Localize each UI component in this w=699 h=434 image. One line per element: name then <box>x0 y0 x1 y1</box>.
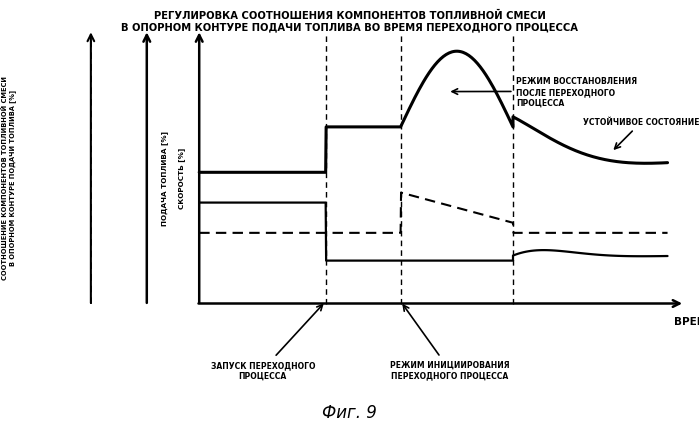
Text: УСТОЙЧИВОЕ СОСТОЯНИЕ: УСТОЙЧИВОЕ СОСТОЯНИЕ <box>583 118 699 149</box>
Text: ВРЕМЯ: ВРЕМЯ <box>674 316 699 326</box>
Text: СКОРОСТЬ [%]: СКОРОСТЬ [%] <box>178 148 185 208</box>
Text: РЕГУЛИРОВКА СООТНОШЕНИЯ КОМПОНЕНТОВ ТОПЛИВНОЙ СМЕСИ
В ОПОРНОМ КОНТУРЕ ПОДАЧИ ТОП: РЕГУЛИРОВКА СООТНОШЕНИЯ КОМПОНЕНТОВ ТОПЛ… <box>121 11 578 33</box>
Text: РЕЖИМ ВОССТАНОВЛЕНИЯ
ПОСЛЕ ПЕРЕХОДНОГО
ПРОЦЕССА: РЕЖИМ ВОССТАНОВЛЕНИЯ ПОСЛЕ ПЕРЕХОДНОГО П… <box>452 77 637 107</box>
Text: СООТНОШЕНИЕ КОМПОНЕНТОВ ТОПЛИВНОЙ СМЕСИ
В ОПОРНОМ КОНТУРЕ ПОДАЧИ ТОПЛИВА [%]: СООТНОШЕНИЕ КОМПОНЕНТОВ ТОПЛИВНОЙ СМЕСИ … <box>1 76 15 279</box>
Text: ЗАПУСК ПЕРЕХОДНОГО
ПРОЦЕССА: ЗАПУСК ПЕРЕХОДНОГО ПРОЦЕССА <box>210 305 322 380</box>
Text: Фиг. 9: Фиг. 9 <box>322 403 377 421</box>
Text: РЕЖИМ ИНИЦИИРОВАНИЯ
ПЕРЕХОДНОГО ПРОЦЕССА: РЕЖИМ ИНИЦИИРОВАНИЯ ПЕРЕХОДНОГО ПРОЦЕССА <box>390 306 510 380</box>
Text: ПОДАЧА ТОПЛИВА [%]: ПОДАЧА ТОПЛИВА [%] <box>161 131 168 225</box>
